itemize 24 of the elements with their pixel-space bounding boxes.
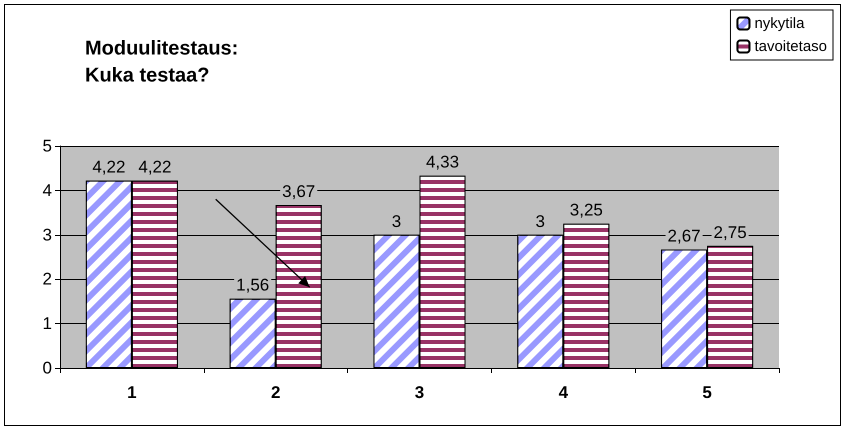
data-label: 4,22	[92, 158, 126, 177]
x-tick-label: 5	[702, 383, 712, 402]
data-label: 2,75	[714, 222, 747, 242]
x-tick-label: 1	[127, 383, 137, 402]
data-label: 3	[392, 212, 402, 231]
data-label: 4,33	[426, 152, 460, 172]
data-label: 1,56	[236, 276, 270, 295]
data-label: 4,22	[138, 158, 172, 177]
legend-label: tavoitetaso	[754, 38, 827, 55]
y-tick-label: 1	[42, 314, 52, 334]
data-label: 3,67	[282, 182, 316, 202]
y-tick-label: 2	[42, 270, 52, 289]
data-label: 2,67	[668, 226, 701, 246]
y-tick-label: 5	[42, 136, 52, 156]
data-label: 3,25	[570, 200, 603, 220]
chart-title: Moduulitestaus: Kuka testaa?	[85, 38, 238, 86]
legend-label: nykytila	[754, 15, 806, 32]
y-tick-label: 4	[42, 180, 52, 200]
x-tick-label: 4	[558, 383, 569, 402]
y-tick-label: 0	[42, 358, 52, 378]
y-tick-label: 3	[42, 225, 52, 244]
x-tick-label: 2	[270, 383, 280, 402]
data-label: 3	[536, 212, 546, 231]
x-tick-label: 3	[414, 383, 424, 402]
